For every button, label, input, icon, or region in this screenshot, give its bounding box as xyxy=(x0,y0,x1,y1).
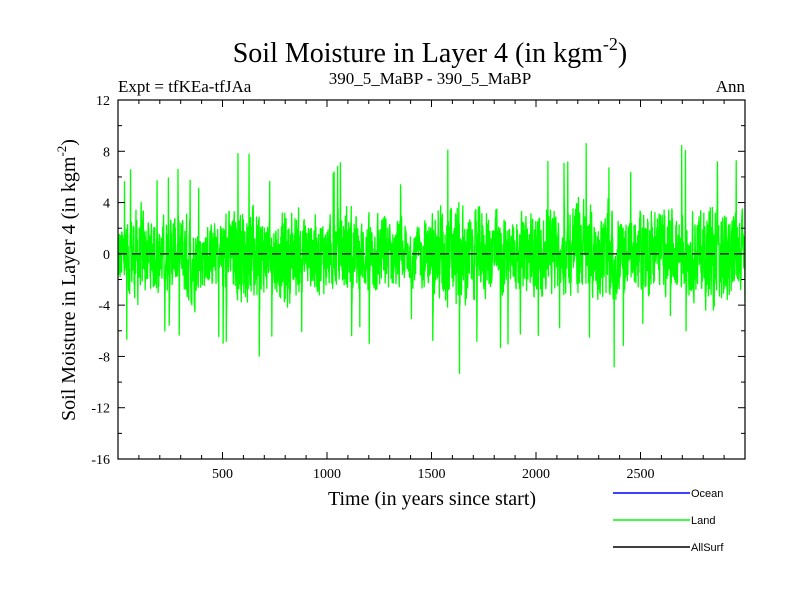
plot-area xyxy=(117,99,746,460)
y-tick-label: 4 xyxy=(103,197,110,212)
legend-item-ocean: Ocean xyxy=(613,488,723,500)
legend: Ocean Land AllSurf xyxy=(613,488,724,554)
x-tick-label: 1000 xyxy=(313,467,341,482)
y-axis-label-superscript: -2 xyxy=(54,146,69,157)
y-tick-labels: -16 -12 -8 -4 0 4 8 12 xyxy=(91,94,110,468)
legend-item-allsurf: AllSurf xyxy=(613,542,724,554)
x-tick-labels: 500 1000 1500 2000 2500 xyxy=(212,467,655,482)
y-tick-label: -16 xyxy=(91,453,110,468)
plot-frame xyxy=(117,99,746,460)
subtitle-center: 390_5_MaBP - 390_5_MaBP xyxy=(329,69,531,88)
ticks-layer xyxy=(118,99,745,460)
legend-label-land: Land xyxy=(691,515,715,527)
series-line-land xyxy=(118,142,745,374)
chart-title-superscript: -2 xyxy=(603,34,618,54)
y-axis-label: Soil Moisture in Layer 4 (in kgm-2) xyxy=(54,139,80,421)
subtitle-left: Expt = tfKEa-tfJAa xyxy=(118,77,252,96)
y-tick-label: 8 xyxy=(103,145,110,160)
y-tick-label: 0 xyxy=(103,248,110,263)
y-tick-label: -4 xyxy=(98,299,110,314)
legend-label-allsurf: AllSurf xyxy=(691,542,724,554)
y-tick-label: -12 xyxy=(91,402,110,417)
x-tick-label: 2500 xyxy=(627,467,655,482)
x-tick-label: 1500 xyxy=(418,467,446,482)
x-axis-label: Time (in years since start) xyxy=(328,488,536,510)
series-layer xyxy=(118,142,745,374)
y-tick-label: -8 xyxy=(98,350,110,365)
x-tick-label: 2000 xyxy=(522,467,550,482)
y-tick-label: 12 xyxy=(96,94,110,109)
legend-label-ocean: Ocean xyxy=(691,488,723,500)
chart-title: Soil Moisture in Layer 4 (in kgm-2) xyxy=(233,34,628,69)
legend-item-land: Land xyxy=(613,515,715,527)
subtitle-right: Ann xyxy=(716,77,746,96)
x-tick-label: 500 xyxy=(212,467,233,482)
